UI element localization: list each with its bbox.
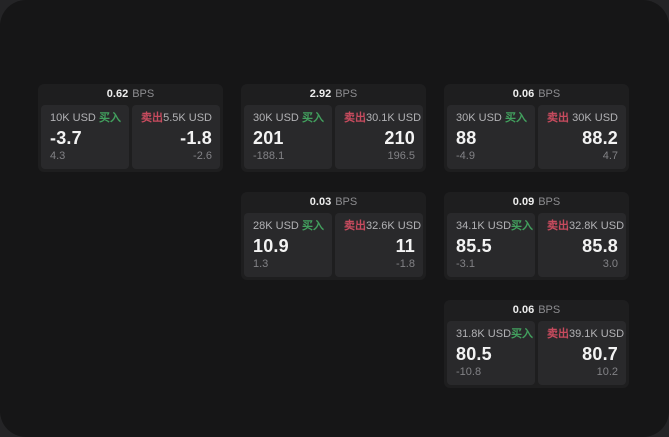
buy-panel[interactable]: 10K USD 买入 -3.7 4.3: [41, 105, 129, 169]
buy-delta: 4.3: [50, 150, 66, 162]
bps-value: 0.06: [512, 88, 535, 100]
buy-amount: 34.1K USD: [456, 220, 512, 232]
buy-sell-panels: 34.1K USD 买入 85.5 -3.1 卖出 32.8K USD 85.8…: [444, 213, 629, 280]
buy-panel[interactable]: 34.1K USD 买入 85.5 -3.1: [447, 213, 535, 277]
buy-price: -3.7: [50, 127, 82, 148]
sell-label: 卖出: [141, 112, 163, 124]
buy-sell-panels: 30K USD 买入 201 -188.1 卖出 30.1K USD 210 1…: [241, 105, 426, 172]
buy-delta: -188.1: [253, 150, 285, 162]
sell-amount: 30K USD: [572, 112, 618, 124]
buy-panel[interactable]: 30K USD 买入 201 -188.1: [244, 105, 332, 169]
buy-amount: 30K USD: [456, 112, 502, 124]
buy-sell-panels: 30K USD 买入 88 -4.9 卖出 30K USD 88.2 4.7: [444, 105, 629, 172]
buy-panel[interactable]: 28K USD 买入 10.9 1.3: [244, 213, 332, 277]
buy-delta: 1.3: [253, 258, 269, 270]
sell-panel[interactable]: 卖出 30K USD 88.2 4.7: [538, 105, 626, 169]
bps-unit: BPS: [538, 88, 561, 100]
buy-price: 88: [456, 127, 477, 148]
sell-delta: 4.7: [602, 150, 618, 162]
buy-delta: -10.8: [456, 366, 482, 378]
bps-value: 2.92: [309, 88, 332, 100]
sell-price: -1.8: [180, 127, 212, 148]
bps-unit: BPS: [538, 196, 561, 208]
sell-amount: 5.5K USD: [163, 112, 212, 124]
bps-unit: BPS: [538, 304, 561, 316]
bps-value: 0.62: [106, 88, 129, 100]
card-header: 0.06 BPS: [444, 84, 629, 105]
sell-amount: 39.1K USD: [569, 328, 625, 340]
buy-amount: 10K USD: [50, 112, 96, 124]
bps-value: 0.09: [512, 196, 535, 208]
sell-amount: 32.6K USD: [366, 220, 422, 232]
sell-delta: 196.5: [387, 150, 415, 162]
sell-price: 11: [395, 235, 415, 256]
quote-card: 0.62 BPS 10K USD 买入 -3.7 4.3 卖出 5.5K USD: [38, 84, 223, 172]
buy-delta: -3.1: [456, 258, 475, 270]
bps-unit: BPS: [132, 88, 155, 100]
buy-price: 201: [253, 127, 284, 148]
buy-delta: -4.9: [456, 150, 475, 162]
sell-panel[interactable]: 卖出 5.5K USD -1.8 -2.6: [132, 105, 220, 169]
buy-label: 买入: [511, 328, 534, 340]
sell-label: 卖出: [547, 112, 569, 124]
quote-card: 0.09 BPS 34.1K USD 买入 85.5 -3.1 卖出 32.8K…: [444, 192, 629, 280]
buy-label: 买入: [99, 112, 121, 124]
card-header: 0.03 BPS: [241, 192, 426, 213]
sell-panel[interactable]: 卖出 30.1K USD 210 196.5: [335, 105, 423, 169]
card-header: 0.09 BPS: [444, 192, 629, 213]
sell-panel[interactable]: 卖出 39.1K USD 80.7 10.2: [538, 321, 626, 385]
sell-delta: 10.2: [596, 366, 618, 378]
buy-panel[interactable]: 31.8K USD 买入 80.5 -10.8: [447, 321, 535, 385]
buy-sell-panels: 31.8K USD 买入 80.5 -10.8 卖出 39.1K USD 80.…: [444, 321, 629, 388]
bps-value: 0.03: [309, 196, 332, 208]
sell-label: 卖出: [547, 220, 569, 232]
sell-delta: 3.0: [602, 258, 618, 270]
buy-panel[interactable]: 30K USD 买入 88 -4.9: [447, 105, 535, 169]
buy-sell-panels: 28K USD 买入 10.9 1.3 卖出 32.6K USD 11 -1.8: [241, 213, 426, 280]
quote-card: 0.03 BPS 28K USD 买入 10.9 1.3 卖出 32.6K US…: [241, 192, 426, 280]
bps-unit: BPS: [335, 196, 358, 208]
sell-price: 80.7: [582, 343, 618, 364]
buy-sell-panels: 10K USD 买入 -3.7 4.3 卖出 5.5K USD -1.8 -2.…: [38, 105, 223, 172]
sell-amount: 32.8K USD: [569, 220, 625, 232]
sell-panel[interactable]: 卖出 32.8K USD 85.8 3.0: [538, 213, 626, 277]
buy-label: 买入: [505, 112, 527, 124]
card-header: 0.06 BPS: [444, 300, 629, 321]
sell-delta: -1.8: [396, 258, 415, 270]
quote-cards-grid: 0.62 BPS 10K USD 买入 -3.7 4.3 卖出 5.5K USD: [38, 84, 629, 388]
buy-label: 买入: [511, 220, 534, 232]
buy-label: 买入: [302, 220, 324, 232]
buy-price: 80.5: [456, 343, 492, 364]
buy-amount: 31.8K USD: [456, 328, 512, 340]
sell-amount: 30.1K USD: [366, 112, 422, 124]
bps-unit: BPS: [335, 88, 358, 100]
buy-label: 买入: [302, 112, 324, 124]
sell-price: 88.2: [582, 127, 618, 148]
sell-label: 卖出: [344, 220, 366, 232]
quote-card: 0.06 BPS 30K USD 买入 88 -4.9 卖出 30K USD: [444, 84, 629, 172]
quote-card: 2.92 BPS 30K USD 买入 201 -188.1 卖出 30.1K …: [241, 84, 426, 172]
card-header: 2.92 BPS: [241, 84, 426, 105]
sell-label: 卖出: [344, 112, 366, 124]
sell-label: 卖出: [547, 328, 569, 340]
bps-value: 0.06: [512, 304, 535, 316]
sell-panel[interactable]: 卖出 32.6K USD 11 -1.8: [335, 213, 423, 277]
buy-price: 10.9: [253, 235, 289, 256]
quote-card: 0.06 BPS 31.8K USD 买入 80.5 -10.8 卖出 39.1…: [444, 300, 629, 388]
buy-amount: 30K USD: [253, 112, 299, 124]
buy-price: 85.5: [456, 235, 492, 256]
card-header: 0.62 BPS: [38, 84, 223, 105]
sell-price: 210: [384, 127, 415, 148]
sell-price: 85.8: [582, 235, 618, 256]
sell-delta: -2.6: [193, 150, 212, 162]
buy-amount: 28K USD: [253, 220, 299, 232]
